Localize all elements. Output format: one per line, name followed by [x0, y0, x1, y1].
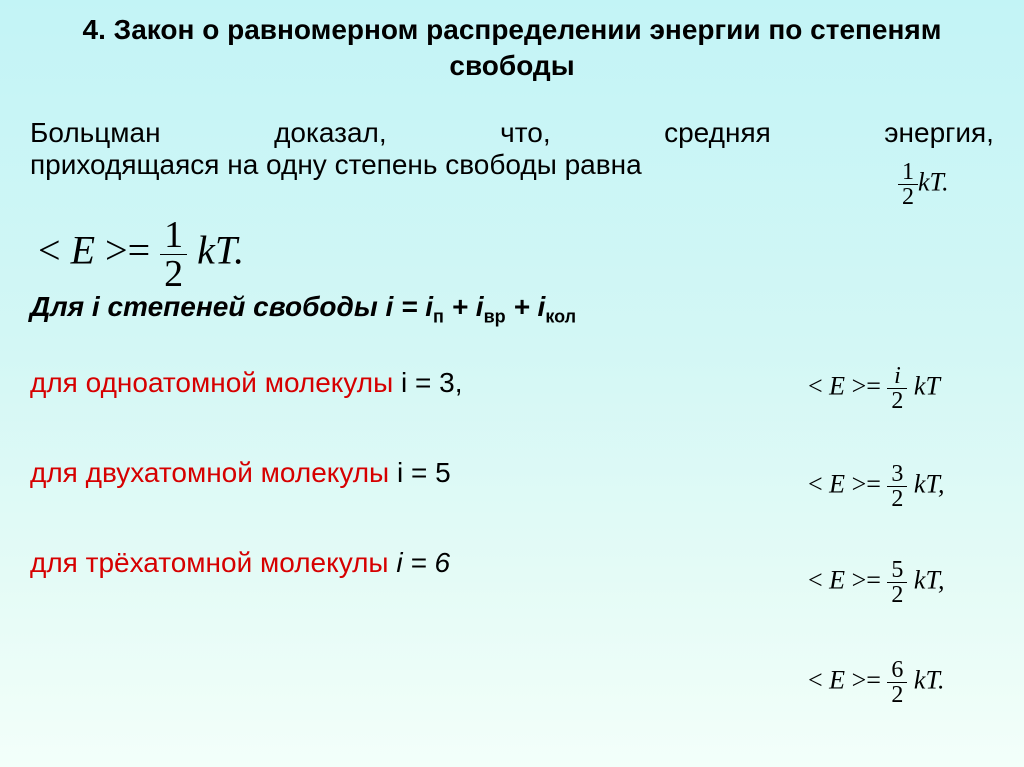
intro-line2: приходящаяся на одну степень свободы рав…	[0, 149, 1024, 181]
intro-w5: энергия,	[884, 117, 994, 149]
formula-E-6-2-kT: < E >= 62 kT.	[808, 658, 944, 707]
intro-w2: доказал,	[274, 117, 387, 149]
formula-E-i2-kT: < E >= i2 kT	[808, 364, 940, 413]
dof-line: Для i степеней свободы i = iп + iвр + iк…	[0, 291, 1024, 328]
page-title: 4. Закон о равномерном распределении эне…	[0, 0, 1024, 85]
intro-paragraph: Больцман доказал, что, средняя энергия,	[0, 85, 1024, 149]
tri-value: i = 6	[396, 547, 450, 578]
intro-w1: Больцман	[30, 117, 161, 149]
intro-w4: средняя	[664, 117, 771, 149]
formula-E-half-kT: < E >= 12 kT.	[38, 216, 244, 293]
intro-w3: что,	[500, 117, 550, 149]
formula-half-kT-small: 12kT.	[898, 160, 949, 209]
formula-E-5-2-kT: < E >= 52 kT,	[808, 558, 944, 607]
formula-E-3-2-kT: < E >= 32 kT,	[808, 462, 944, 511]
